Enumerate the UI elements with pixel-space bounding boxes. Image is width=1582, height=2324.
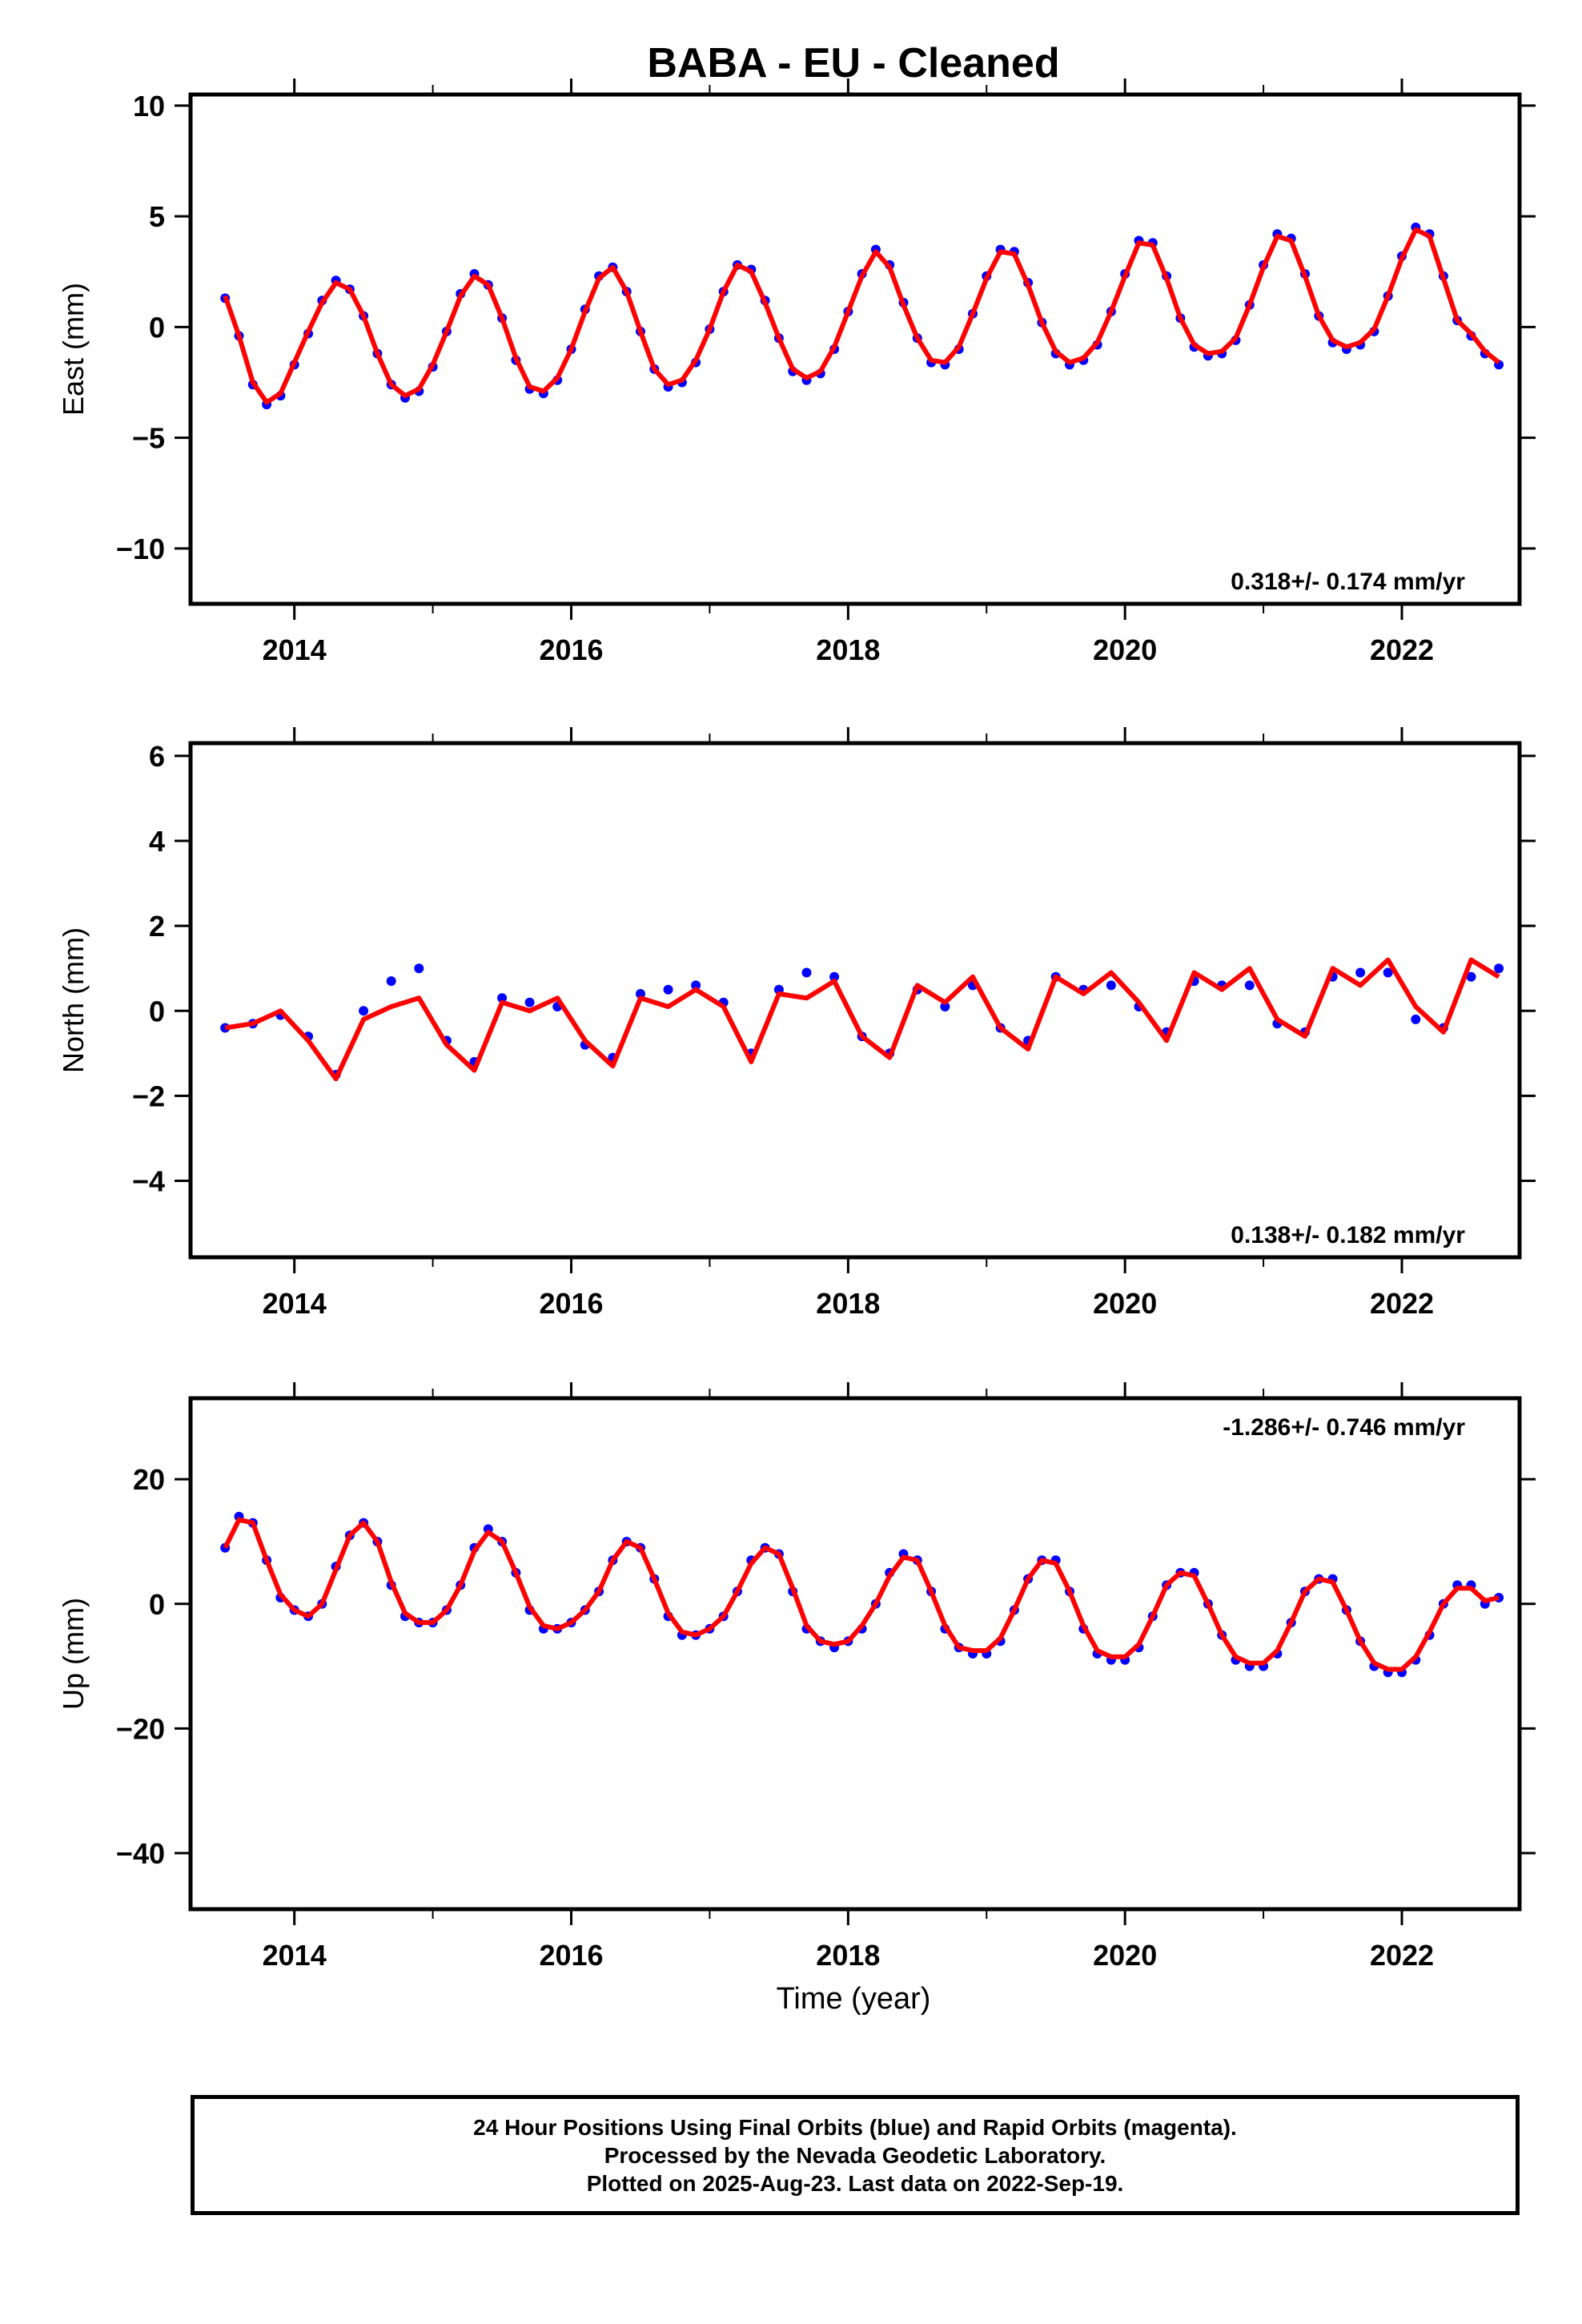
y-tick-label: −4: [132, 1164, 165, 1197]
y-tick-label: 10: [133, 90, 165, 123]
y-tick-label: −20: [116, 1712, 165, 1745]
y-tick-label: 5: [149, 200, 165, 233]
caption-line: Plotted on 2025-Aug-23. Last data on 202…: [586, 2170, 1124, 2196]
x-tick-label: 2014: [263, 633, 327, 666]
data-point: [1411, 1014, 1421, 1024]
y-tick-label: −5: [132, 422, 165, 455]
data-point: [524, 997, 535, 1007]
x-tick-label: 2020: [1093, 633, 1157, 666]
x-tick-label: 2016: [539, 1287, 603, 1320]
panel-north: 2014 2016 2018 2020 2022 −4 −2 0 2 4 6 North (mm) 0.…: [57, 727, 1536, 1320]
data-point: [829, 971, 840, 982]
data-point: [636, 989, 645, 999]
x-tick-label: 2022: [1370, 633, 1434, 666]
y-tick-label: 6: [149, 740, 165, 773]
x-tick-label: 2020: [1093, 1939, 1157, 1972]
data-point: [1244, 980, 1255, 991]
model-fit-line: [223, 1517, 1500, 1672]
rate-label: 0.138+/- 0.182 mm/yr: [1231, 1222, 1465, 1248]
panel-east: 2014 2016 2018 2020 2022 −10 −5 0 5 10 East (mm) 0.…: [57, 78, 1536, 666]
y-tick-label: 20: [133, 1463, 165, 1496]
x-tick-label: 2018: [816, 633, 880, 666]
model-fit-line: [224, 957, 1500, 1082]
caption-line: Processed by the Nevada Geodetic Laborat…: [604, 2142, 1106, 2168]
rate-label: 0.318+/- 0.174 mm/yr: [1231, 569, 1465, 595]
y-tick-label: −2: [132, 1080, 165, 1112]
plot-frame: [188, 1396, 1522, 1912]
y-tick-label: 2: [149, 910, 165, 943]
data-point: [1466, 971, 1476, 982]
y-tick-label: −10: [116, 533, 165, 565]
plot-area-east: [220, 222, 1504, 410]
x-tick-label: 2020: [1093, 1287, 1157, 1320]
y-tick-label: 4: [149, 825, 165, 858]
panel-up: 2014 2016 2018 2020 2022 −40 −20 0 20 Up (mm) -1.2…: [57, 1382, 1536, 1972]
data-point: [1383, 967, 1393, 978]
data-point: [359, 1006, 369, 1016]
y-axis-label: North (mm): [57, 927, 90, 1073]
data-point: [940, 1002, 950, 1011]
y-tick-label: −40: [116, 1837, 165, 1870]
x-tick-label: 2016: [539, 1939, 603, 1972]
data-point: [497, 993, 508, 1003]
chart-title: BABA - EU - Cleaned: [647, 40, 1059, 86]
x-tick-label: 2022: [1370, 1287, 1434, 1320]
x-tick-label: 2018: [816, 1287, 880, 1320]
caption-line: 24 Hour Positions Using Final Orbits (bl…: [473, 2114, 1237, 2140]
x-tick-label: 2018: [816, 1939, 880, 1972]
data-point: [386, 976, 396, 987]
y-tick-label: 0: [149, 995, 165, 1027]
data-point: [1494, 963, 1504, 974]
model-fit-line: [223, 227, 1500, 405]
plot-frame: [188, 741, 1522, 1260]
data-point: [414, 963, 424, 974]
y-tick-label: 0: [149, 1588, 165, 1621]
plot-area-north: [220, 957, 1504, 1082]
plot-area-up: [220, 1511, 1504, 1678]
y-axis-label: Up (mm): [57, 1598, 90, 1710]
y-axis-label: East (mm): [57, 283, 90, 416]
data-point: [1106, 980, 1116, 991]
x-axis-label: Time (year): [777, 1982, 931, 2016]
x-tick-label: 2016: [539, 633, 603, 666]
data-point: [691, 980, 701, 991]
y-tick-label: 0: [149, 311, 165, 344]
data-point: [663, 984, 673, 995]
x-tick-label: 2014: [263, 1939, 327, 1972]
data-point: [801, 967, 812, 978]
plot-frame: [188, 92, 1522, 606]
rate-label: -1.286+/- 0.746 mm/yr: [1223, 1414, 1465, 1441]
x-tick-label: 2022: [1370, 1939, 1434, 1972]
data-point: [1355, 967, 1366, 978]
x-tick-label: 2014: [263, 1287, 327, 1320]
caption-box: 24 Hour Positions Using Final Orbits (bl…: [191, 2095, 1520, 2215]
